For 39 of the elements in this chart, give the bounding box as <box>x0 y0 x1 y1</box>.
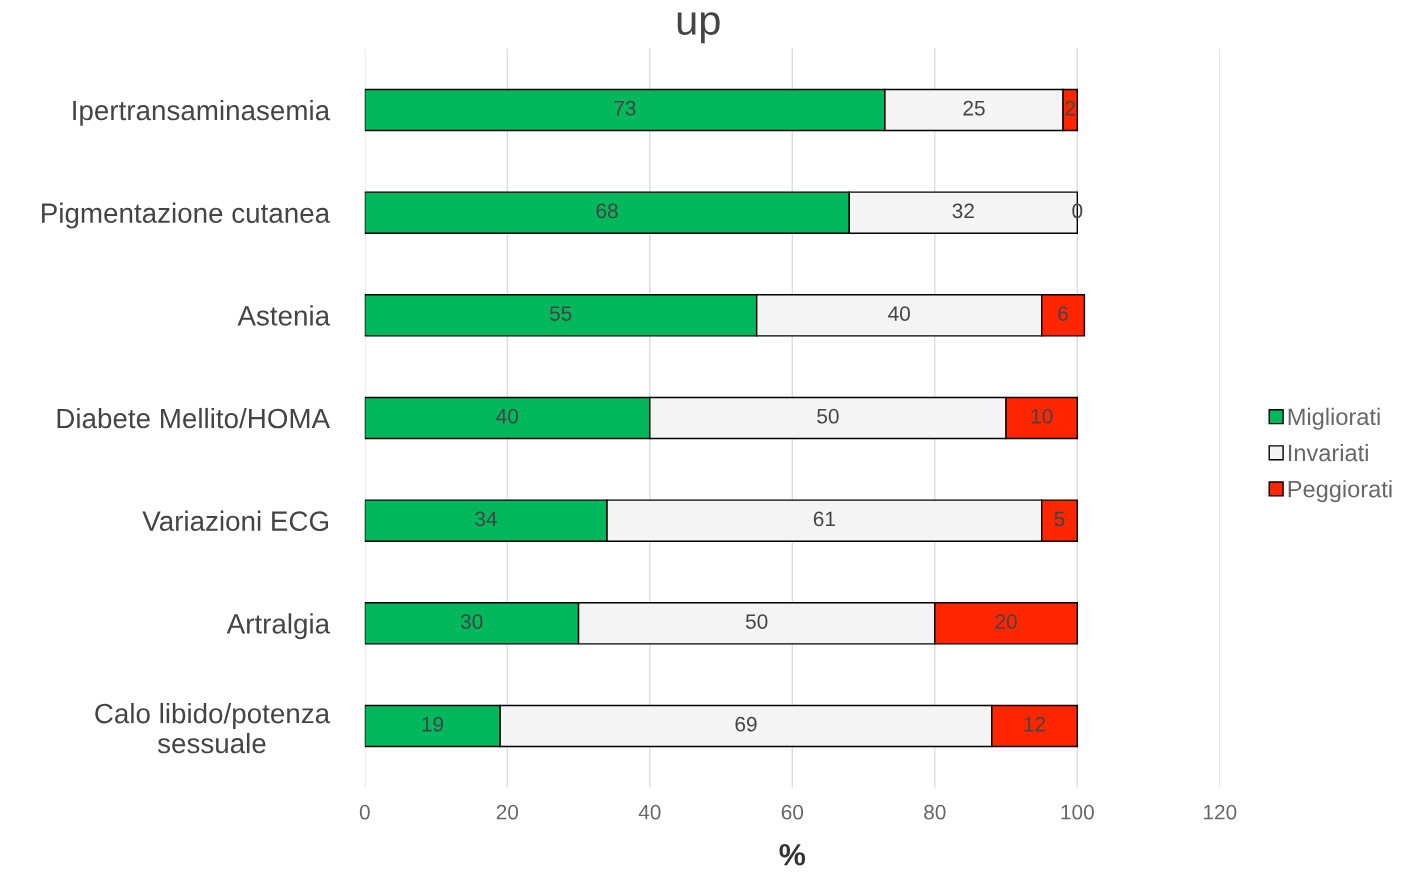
data-label: 19 <box>422 716 444 732</box>
data-label: 10 <box>1031 408 1053 424</box>
data-label: 40 <box>496 408 519 424</box>
data-label: 61 <box>813 511 835 527</box>
data-label: 73 <box>614 100 636 116</box>
legend-label: Invariati <box>1288 443 1368 462</box>
data-label: 20 <box>995 614 1017 629</box>
y-tick-label: Astenia <box>237 305 331 326</box>
x-tick-label: 60 <box>781 804 804 820</box>
y-tick-label: Variazioni ECG <box>142 510 329 532</box>
y-tick-label: Calo libido/potenza sessuale <box>95 702 331 754</box>
y-tick-label: Pigmentazione cutanea <box>42 202 331 229</box>
data-label: 50 <box>745 614 768 629</box>
x-axis-title: % <box>779 844 806 866</box>
data-label: 69 <box>735 716 757 732</box>
data-label: 12 <box>1024 716 1046 732</box>
data-label: 2 <box>1065 100 1075 116</box>
data-label: 55 <box>549 306 572 321</box>
data-label: 25 <box>963 100 985 116</box>
x-tick-label: 100 <box>1061 804 1094 820</box>
chart-title: up <box>677 12 720 44</box>
x-tick-label: 120 <box>1204 804 1237 820</box>
data-label: 34 <box>475 511 497 527</box>
x-tick-label: 40 <box>638 804 661 820</box>
y-tick-label: Ipertransaminasemia <box>73 99 331 126</box>
y-tick-label: Diabete Mellito/HOMA <box>57 407 331 429</box>
data-label: 6 <box>1058 306 1068 321</box>
data-label: 32 <box>952 203 974 219</box>
y-tick-label: Artralgia <box>226 613 331 640</box>
x-tick-label: 80 <box>924 804 946 820</box>
x-tick-label: 20 <box>496 804 519 820</box>
data-label: 40 <box>888 306 910 321</box>
data-label: 30 <box>460 614 483 629</box>
data-label: 50 <box>817 408 839 424</box>
x-tick-label: 0 <box>359 804 370 820</box>
data-label: 68 <box>596 203 618 219</box>
legend-label: Migliorati <box>1288 407 1380 430</box>
legend-label: Peggiorati <box>1288 480 1392 503</box>
data-label: 5 <box>1054 511 1065 527</box>
